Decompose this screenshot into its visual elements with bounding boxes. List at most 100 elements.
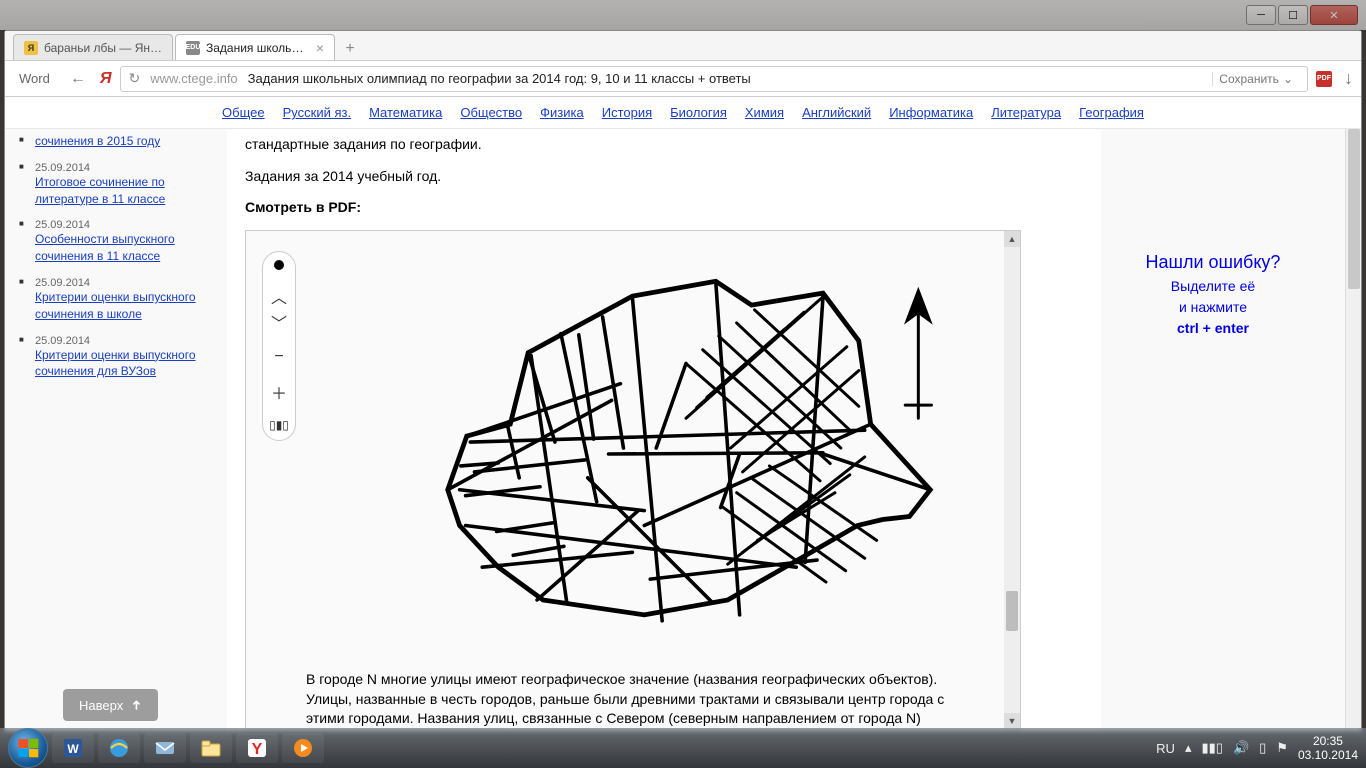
list-item: 25.09.2014 Особенности выпускного сочине… xyxy=(19,217,215,265)
scroll-thumb[interactable] xyxy=(1348,129,1360,289)
list-item: 25.09.2014 Критерии оценки выпускного со… xyxy=(19,333,215,381)
page-content: сочинения в 2015 году 25.09.2014 Итогово… xyxy=(5,129,1361,731)
pdf-next-button[interactable]: ﹀ xyxy=(271,310,287,334)
error-line: Выделите её xyxy=(1101,276,1325,297)
browser-window: Я бараньи лбы — Янде EDU Задания школьны… xyxy=(4,30,1362,732)
news-sidebar: сочинения в 2015 году 25.09.2014 Итогово… xyxy=(5,129,227,731)
tray-network-icon[interactable]: ▮▮▯ xyxy=(1201,740,1222,756)
nav-math[interactable]: Математика xyxy=(369,105,442,120)
tray-lang[interactable]: RU xyxy=(1156,741,1175,756)
news-link[interactable]: Критерии оценки выпускного сочинения для… xyxy=(35,347,215,381)
city-map-figure xyxy=(406,239,966,669)
error-shortcut: ctrl + enter xyxy=(1101,318,1325,339)
new-tab-button[interactable]: + xyxy=(337,38,363,60)
task-ie-icon[interactable] xyxy=(98,733,140,763)
news-date: 25.09.2014 xyxy=(35,335,90,347)
pdf-viewer: ︿ ﹀ − ＋ ▯▮▯ В городе N многие улицы имею… xyxy=(245,230,1021,730)
news-link[interactable]: Итоговое сочинение по литературе в 11 кл… xyxy=(35,174,215,208)
tray-volume-icon[interactable]: 🔊 xyxy=(1233,740,1249,756)
nav-english[interactable]: Английский xyxy=(802,105,871,120)
tray-chevron-icon[interactable]: ▴ xyxy=(1185,740,1192,756)
nav-society[interactable]: Общество xyxy=(460,105,522,120)
task-yandex-icon[interactable]: Y xyxy=(236,733,278,763)
arrow-up-icon: ➜ xyxy=(129,700,145,711)
news-date: 25.09.2014 xyxy=(35,219,90,231)
address-bar: Word ← Я ↻ www.ctege.info Задания школьн… xyxy=(5,61,1361,97)
reload-icon[interactable]: ↻ xyxy=(129,70,141,87)
task-media-icon[interactable] xyxy=(282,733,324,763)
pdf-scrollbar[interactable]: ▲ ▼ xyxy=(1004,231,1020,729)
svg-text:W: W xyxy=(67,742,79,756)
svg-text:Y: Y xyxy=(252,741,263,758)
paragraph: Задания за 2014 учебный год. xyxy=(245,167,1083,187)
word-plugin-button[interactable]: Word xyxy=(13,69,56,88)
paragraph: стандартные задания по географии. xyxy=(245,135,1083,155)
yandex-favicon-icon: Я xyxy=(24,41,38,55)
list-item: сочинения в 2015 году xyxy=(19,133,215,150)
window-close-button[interactable]: ✕ xyxy=(1310,5,1358,25)
nav-russian[interactable]: Русский яз. xyxy=(283,105,351,120)
yandex-home-button[interactable]: Я xyxy=(100,70,112,88)
tab-label: Задания школьных о... xyxy=(206,41,310,55)
scroll-up-icon[interactable]: ▲ xyxy=(1004,231,1020,247)
edu-favicon-icon: EDU xyxy=(186,41,200,55)
tab-close-icon[interactable]: × xyxy=(316,40,324,56)
news-link[interactable]: Критерии оценки выпускного сочинения в ш… xyxy=(35,289,215,323)
downloads-icon[interactable]: ↓ xyxy=(1344,68,1353,89)
nav-common[interactable]: Общее xyxy=(222,105,265,120)
taskbar: W Y RU ▴ ▮▮▯ 🔊 ▯ ⚑ 20:35 03.10.2014 xyxy=(0,728,1366,768)
news-link[interactable]: Особенности выпускного сочинения в 11 кл… xyxy=(35,231,215,265)
article-main: стандартные задания по географии. Задани… xyxy=(227,129,1101,731)
tab-label: бараньи лбы — Янде xyxy=(44,41,162,55)
news-date: 25.09.2014 xyxy=(35,162,90,174)
window-title-bar: ─ ☐ ✕ xyxy=(0,0,1366,30)
tray-clock[interactable]: 20:35 03.10.2014 xyxy=(1298,734,1358,763)
windows-logo-icon xyxy=(18,739,38,758)
pdf-heading: Смотреть в PDF: xyxy=(245,198,1083,218)
pdf-toolbar: ︿ ﹀ − ＋ ▯▮▯ xyxy=(262,251,296,441)
scroll-down-icon[interactable]: ▼ xyxy=(1004,713,1020,729)
subject-nav: Общее Русский яз. Математика Общество Фи… xyxy=(5,97,1361,129)
nav-geography[interactable]: География xyxy=(1079,105,1144,120)
pdf-page-indicator-icon[interactable] xyxy=(274,260,284,270)
task-word-icon[interactable]: W xyxy=(52,733,94,763)
pdf-body-text: В городе N многие улицы имеют географиче… xyxy=(306,670,980,729)
tray-flag-icon[interactable]: ⚑ xyxy=(1276,740,1288,756)
window-minimize-button[interactable]: ─ xyxy=(1246,5,1276,25)
nav-physics[interactable]: Физика xyxy=(540,105,584,120)
tab-yandex[interactable]: Я бараньи лбы — Янде xyxy=(13,34,173,60)
nav-informatics[interactable]: Информатика xyxy=(889,105,973,120)
nav-biology[interactable]: Биология xyxy=(670,105,727,120)
pdf-zoom-out-button[interactable]: − xyxy=(274,348,283,366)
news-link[interactable]: сочинения в 2015 году xyxy=(19,133,215,150)
pdf-prev-button[interactable]: ︿ xyxy=(271,284,287,308)
nav-literature[interactable]: Литература xyxy=(991,105,1061,120)
tab-strip: Я бараньи лбы — Янде EDU Задания школьны… xyxy=(5,31,1361,61)
url-domain: www.ctege.info xyxy=(150,71,237,86)
pdf-fit-button[interactable]: ▯▮▯ xyxy=(269,418,289,432)
error-title: Нашли ошибку? xyxy=(1101,249,1325,276)
tray-battery-icon[interactable]: ▯ xyxy=(1259,740,1266,756)
error-report-box: Нашли ошибку? Выделите её и нажмите ctrl… xyxy=(1101,129,1325,731)
system-tray: RU ▴ ▮▮▯ 🔊 ▯ ⚑ 20:35 03.10.2014 xyxy=(1156,734,1358,763)
window-maximize-button[interactable]: ☐ xyxy=(1278,5,1308,25)
page-title-in-omnibox: Задания школьных олимпиад по географии з… xyxy=(248,71,751,86)
pdf-extension-icon[interactable]: PDF xyxy=(1316,71,1332,87)
page-scrollbar[interactable] xyxy=(1345,129,1361,731)
error-line: и нажмите xyxy=(1101,297,1325,318)
omnibox[interactable]: ↻ www.ctege.info Задания школьных олимпи… xyxy=(120,66,1309,92)
task-explorer-icon[interactable] xyxy=(190,733,232,763)
save-page-button[interactable]: Сохранить⌄ xyxy=(1212,72,1299,86)
list-item: 25.09.2014 Итоговое сочинение по литерат… xyxy=(19,160,215,208)
nav-history[interactable]: История xyxy=(602,105,652,120)
scroll-top-button[interactable]: Наверх➜ xyxy=(63,689,158,721)
news-date: 25.09.2014 xyxy=(35,277,90,289)
scroll-thumb[interactable] xyxy=(1006,591,1018,631)
start-button[interactable] xyxy=(8,728,48,768)
task-mail-icon[interactable] xyxy=(144,733,186,763)
back-button[interactable]: ← xyxy=(64,68,92,90)
nav-chemistry[interactable]: Химия xyxy=(745,105,784,120)
pdf-zoom-in-button[interactable]: ＋ xyxy=(271,380,287,404)
tab-ctege[interactable]: EDU Задания школьных о... × xyxy=(175,34,335,60)
list-item: 25.09.2014 Критерии оценки выпускного со… xyxy=(19,275,215,323)
